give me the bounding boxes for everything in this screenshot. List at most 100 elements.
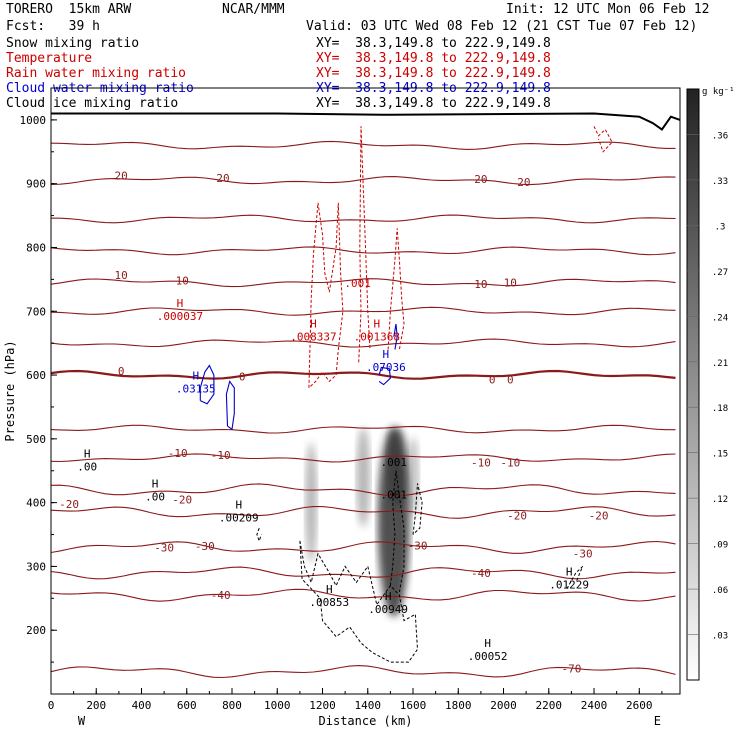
snow-shading-blob <box>387 427 408 508</box>
isotherm-label: 20 <box>216 172 229 185</box>
y-tick-label: 600 <box>26 369 46 382</box>
snow-contour-line <box>389 470 405 592</box>
y-tick-label: 700 <box>26 305 46 318</box>
legend-entry-name: Cloud water mixing ratio <box>6 81 194 96</box>
colorbar-tick-label: .06 <box>712 586 728 596</box>
y-tick-label: 900 <box>26 178 46 191</box>
cloud-water-contour <box>225 380 235 431</box>
colorbar-tick-label: .09 <box>712 541 728 551</box>
isotherm-label: -30 <box>195 540 215 553</box>
x-tick-label: 800 <box>222 699 242 712</box>
x-tick-label: 600 <box>177 699 197 712</box>
extremum-marker: H <box>152 478 159 491</box>
snow-contour-line <box>566 566 584 589</box>
isotherm-line <box>50 338 676 348</box>
legend-entry-coords: XY= 38.3,149.8 to 222.9,149.8 <box>316 96 551 111</box>
isotherm-label: 0 <box>507 374 514 387</box>
snow-contour-line <box>299 540 419 663</box>
snow-shading-blob <box>356 427 371 528</box>
extremum-marker: H <box>326 583 333 596</box>
extremum-marker: H <box>84 448 91 461</box>
extremum-value-label: .000037 <box>157 310 203 323</box>
colorbar-tick-label: .27 <box>712 268 728 278</box>
isotherm-line <box>50 566 676 580</box>
extremum-value-label: .00209 <box>219 512 259 525</box>
colorbar-tick-label: .15 <box>712 450 728 460</box>
x-tick-label: 2400 <box>581 699 608 712</box>
isotherm-line <box>50 278 676 288</box>
extremum-value-label: .001 <box>344 277 371 290</box>
isotherm-line <box>50 246 676 256</box>
isotherm-label: 0 <box>239 370 246 383</box>
x-tick-label: 0 <box>48 699 55 712</box>
y-tick-label: 1000 <box>20 114 47 127</box>
colorbar-tick-label: .12 <box>712 495 728 505</box>
extremum-value-label: .00 <box>77 461 97 474</box>
x-tick-label: 200 <box>86 699 106 712</box>
isotherm-label: -10 <box>168 447 188 460</box>
legend-entry-coords: XY= 38.3,149.8 to 222.9,149.8 <box>316 36 551 51</box>
y-tick-label: 300 <box>26 560 46 573</box>
isotherm-label: -10 <box>211 449 231 462</box>
isotherm-line <box>50 140 676 150</box>
plot-frame <box>50 87 681 695</box>
snow-shading-blob <box>305 442 318 563</box>
y-tick-label: 800 <box>26 241 46 254</box>
colorbar-tick-label: .33 <box>712 177 728 187</box>
model-title: TORERO 15km ARW <box>6 2 132 17</box>
init-time: Init: 12 UTC Mon 06 Feb 12 <box>506 2 710 17</box>
isotherm-line <box>50 483 676 497</box>
isotherm-label: -40 <box>471 567 491 580</box>
extremum-marker: H <box>177 297 184 310</box>
y-tick-label: 400 <box>26 497 46 510</box>
extremum-value-label: .00853 <box>309 596 349 609</box>
isotherm-label: -30 <box>573 548 593 561</box>
extremum-value-label: .00 <box>145 491 165 504</box>
colorbar-tick-label: .36 <box>712 131 728 141</box>
cloud-water-contour <box>378 366 391 386</box>
snow-contour-line <box>256 527 262 543</box>
colorbar-tick-label: .18 <box>712 404 728 414</box>
extremum-value-label: .03135 <box>176 383 216 396</box>
extremum-value-label: .001 <box>381 456 408 469</box>
x-tick-label: 1200 <box>309 699 336 712</box>
valid-time: Valid: 03 UTC Wed 08 Feb 12 (21 CST Tue … <box>306 19 698 34</box>
y-axis-label: Pressure (hPa) <box>3 340 17 441</box>
colorbar-tick-label: .03 <box>712 632 728 642</box>
isotherm-label: -10 <box>471 456 491 469</box>
isotherm-label: -30 <box>408 539 428 552</box>
y-tick-label: 200 <box>26 624 46 637</box>
cloud-water-contour <box>199 364 215 405</box>
legend-entry-name: Snow mixing ratio <box>6 36 140 51</box>
cloud-water-contour <box>393 323 398 350</box>
isotherm-label: 20 <box>517 176 530 189</box>
rain-contour-line <box>593 126 613 153</box>
legend-entry-coords: XY= 38.3,149.8 to 222.9,149.8 <box>316 51 551 66</box>
isotherm-line <box>50 176 676 186</box>
extremum-marker: H <box>192 370 199 383</box>
legend-entry-name: Temperature <box>6 51 93 66</box>
colorbar-tick-label: .21 <box>712 359 728 369</box>
colorbar-tick-label: .3 <box>715 222 726 232</box>
isotherm-label: -70 <box>561 662 581 675</box>
x-tick-label: 2600 <box>626 699 653 712</box>
extremum-marker: H <box>235 499 242 512</box>
x-tick-label: 1400 <box>355 699 382 712</box>
extremum-marker: H <box>374 317 381 330</box>
colorbar <box>686 88 700 681</box>
colorbar-tick-label: .24 <box>712 313 728 323</box>
isotherm-label: -10 <box>500 456 520 469</box>
extremum-value-label: .07036 <box>366 361 406 374</box>
isotherm-label: -30 <box>154 541 174 554</box>
isotherm-label: 10 <box>504 277 517 290</box>
isotherm-line <box>50 665 676 679</box>
extremum-value-label: .001 <box>381 489 408 502</box>
colorbar-unit-label: g kg⁻¹ <box>702 87 735 97</box>
extremum-marker: H <box>385 590 392 603</box>
isotherm-line <box>50 369 676 380</box>
x-tick-label: 400 <box>132 699 152 712</box>
y-tick-label: 500 <box>26 433 46 446</box>
isotherm-line <box>50 506 676 519</box>
isotherm-label: 0 <box>489 374 496 387</box>
